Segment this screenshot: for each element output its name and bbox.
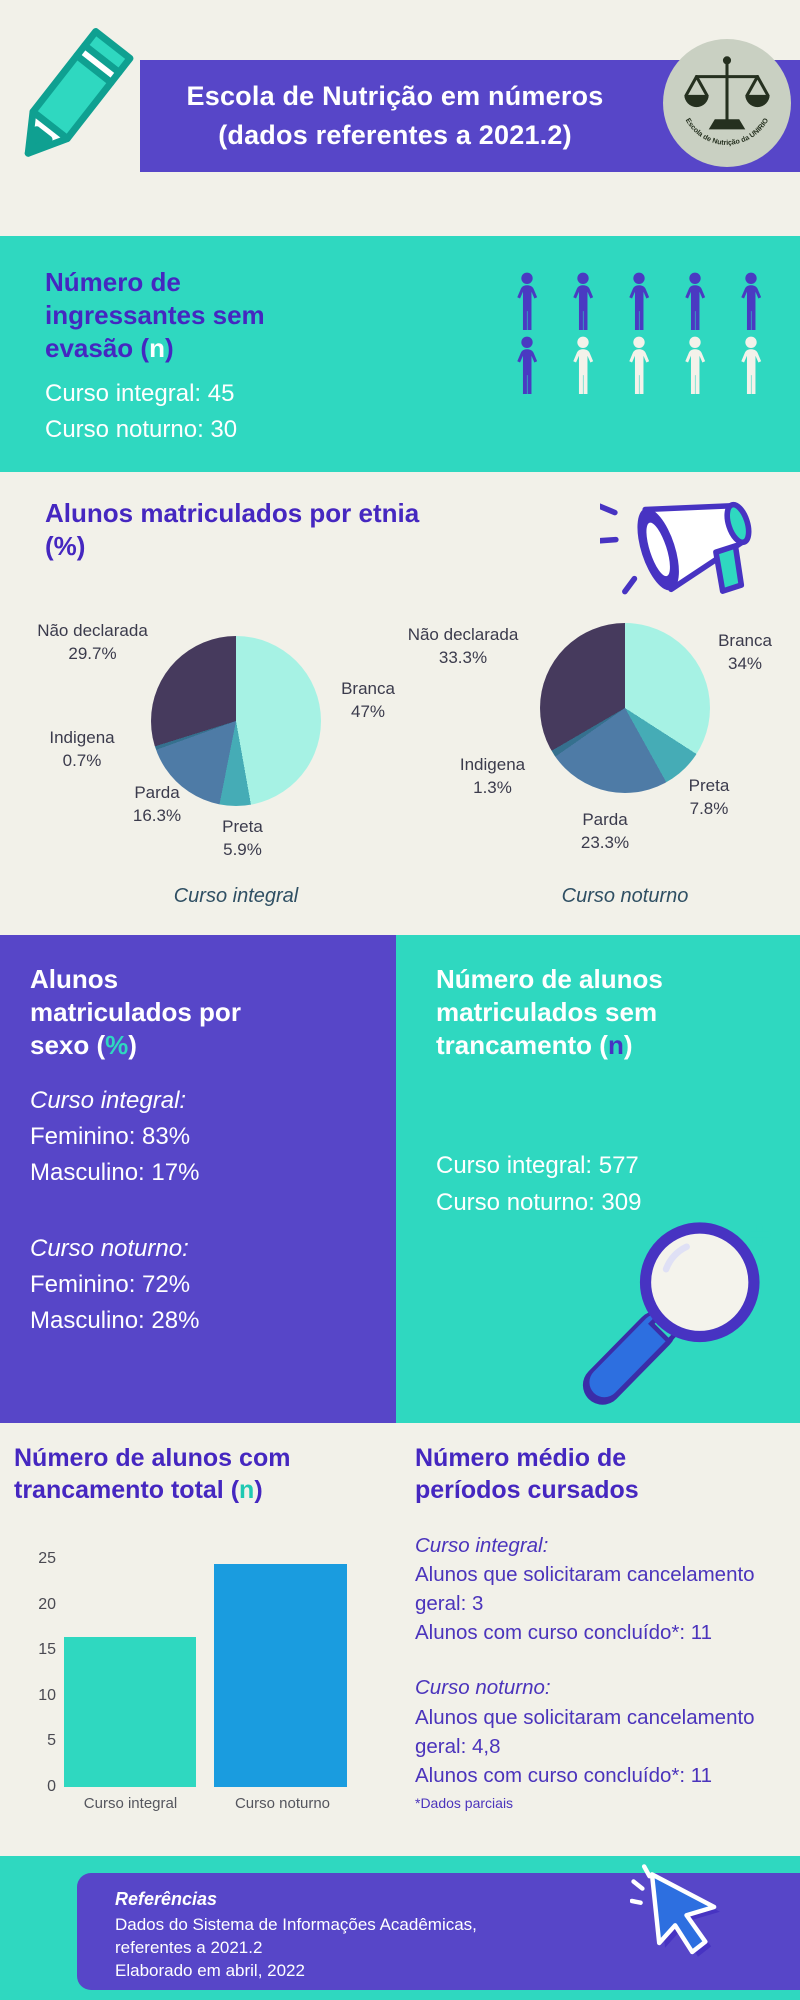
etnia-title: Alunos matriculados por etnia (%)	[45, 498, 420, 562]
pie-label-parda: Parda 16.3%	[132, 783, 182, 825]
infographic-subtitle: (dados referentes a 2021.2)	[218, 120, 572, 150]
pie-label-nao-declarada: Não declarada 29.7%	[37, 621, 148, 663]
pie-label-indigena: Indigena 1.3%	[459, 755, 526, 797]
pie-chart-curso-integral	[151, 636, 321, 806]
bar-label-curso-noturno: Curso noturno	[234, 1795, 331, 1812]
bar-chart-y-axis: 25 20 15 10 5 0	[38, 1550, 56, 1795]
ingressantes-title: Número de ingressantes sem evasão (n)	[45, 267, 265, 364]
sem-trancamento-panel: Número de alunos matriculados sem tranca…	[396, 935, 800, 1423]
pie-label-preta: Preta 5.9%	[222, 817, 263, 859]
curso-integral-value: Curso integral: 577	[436, 1152, 639, 1179]
ingressantes-values: Curso integral: 45 Curso noturno: 30	[45, 376, 237, 448]
bar-chart-plot	[62, 1559, 362, 1787]
person-icon	[573, 336, 594, 394]
references-line: referentes a 2021.2	[115, 1937, 263, 1957]
infographic-title: Escola de Nutrição em números	[186, 80, 604, 111]
magnifier-icon	[582, 1222, 771, 1405]
references-line: Dados do Sistema de Informações Acadêmic…	[115, 1915, 477, 1934]
periodos-curso-integral: Curso integral: Alunos que solicitaram c…	[415, 1534, 755, 1645]
person-icon	[517, 336, 538, 394]
person-icon	[573, 272, 594, 330]
two-column-section: Alunos matriculados por sexo (%) Curso i…	[0, 935, 800, 1423]
header-section: Escola de Nutrição em números (dados ref…	[0, 0, 800, 236]
curso-integral-value: Curso integral: 45	[45, 380, 235, 407]
sexo-values: Curso integral: Feminino: 83% Masculino:…	[30, 1083, 199, 1339]
curso-noturno-value: Curso noturno: 30	[45, 416, 238, 443]
references-line: Elaborado em abril, 2022	[115, 1960, 305, 1980]
bar-curso-integral	[64, 1636, 196, 1787]
footnote: *Dados parciais	[415, 1794, 514, 1811]
bar-curso-noturno	[214, 1563, 347, 1787]
pie-label-branca: Branca 47%	[341, 679, 395, 721]
sem-trancamento-title: Número de alunos matriculados sem tranca…	[436, 964, 663, 1061]
bar-label-curso-integral: Curso integral	[83, 1795, 178, 1812]
pie-label-indigena: Indigena 0.7%	[49, 728, 115, 770]
periodos-body: Curso integral: Alunos que solicitaram c…	[415, 1531, 787, 1814]
pie-caption-curso-noturno: Curso noturno	[561, 885, 689, 907]
pie-label-branca: Branca 34%	[718, 631, 772, 673]
pie-label-preta: Preta 7.8%	[688, 776, 730, 818]
person-icon	[517, 272, 538, 330]
bar-chart-trancamento-total: 25 20 15 10 5 0 Curso integral Curso not…	[0, 1423, 400, 1856]
person-icon	[629, 272, 650, 330]
person-icon	[629, 336, 650, 394]
school-logo-icon: Escola de Nutrição da UNIRIO	[663, 39, 791, 167]
ingressantes-section: Número de ingressantes sem evasão (n) Cu…	[0, 236, 800, 472]
person-icon	[741, 272, 762, 330]
sexo-title: Alunos matriculados por sexo (%)	[30, 964, 241, 1061]
etnia-section: Alunos matriculados por etnia (%) Não de…	[0, 472, 800, 935]
pencil-icon	[24, 28, 134, 157]
references-title: Referências	[115, 1889, 218, 1909]
sexo-panel: Alunos matriculados por sexo (%) Curso i…	[0, 935, 396, 1423]
person-icon	[741, 336, 762, 394]
pie-chart-curso-noturno	[540, 623, 710, 793]
person-icon	[685, 272, 706, 330]
pie-caption-curso-integral: Curso integral	[173, 885, 299, 907]
sexo-curso-integral: Curso integral: Feminino: 83% Masculino:…	[30, 1087, 200, 1186]
curso-noturno-value: Curso noturno: 309	[436, 1189, 642, 1217]
sem-trancamento-values: Curso integral: 577 Curso noturno: 309	[436, 1147, 641, 1221]
footer-section: Referências Dados do Sistema de Informaç…	[0, 1856, 800, 2000]
person-icon	[685, 336, 706, 394]
pie-label-parda: Parda 23.3%	[580, 810, 630, 852]
pie-label-nao-declarada: Não declarada 33.3%	[407, 625, 519, 667]
megaphone-icon	[600, 501, 752, 595]
sexo-curso-noturno: Curso noturno: Feminino: 72% Masculino: …	[30, 1235, 200, 1334]
periodos-curso-noturno: Curso noturno: Alunos que solicitaram ca…	[415, 1676, 755, 1787]
periodos-title: Número médio de períodos cursados	[415, 1444, 639, 1504]
banner-text: Escola de Nutrição em números (dados ref…	[150, 77, 640, 155]
trancamento-total-title: Número de alunos com trancamento total (…	[14, 1444, 291, 1504]
charts-section: Número de alunos com trancamento total (…	[0, 1423, 800, 1856]
cursor-icon	[630, 1864, 720, 1957]
people-grid	[505, 272, 775, 394]
